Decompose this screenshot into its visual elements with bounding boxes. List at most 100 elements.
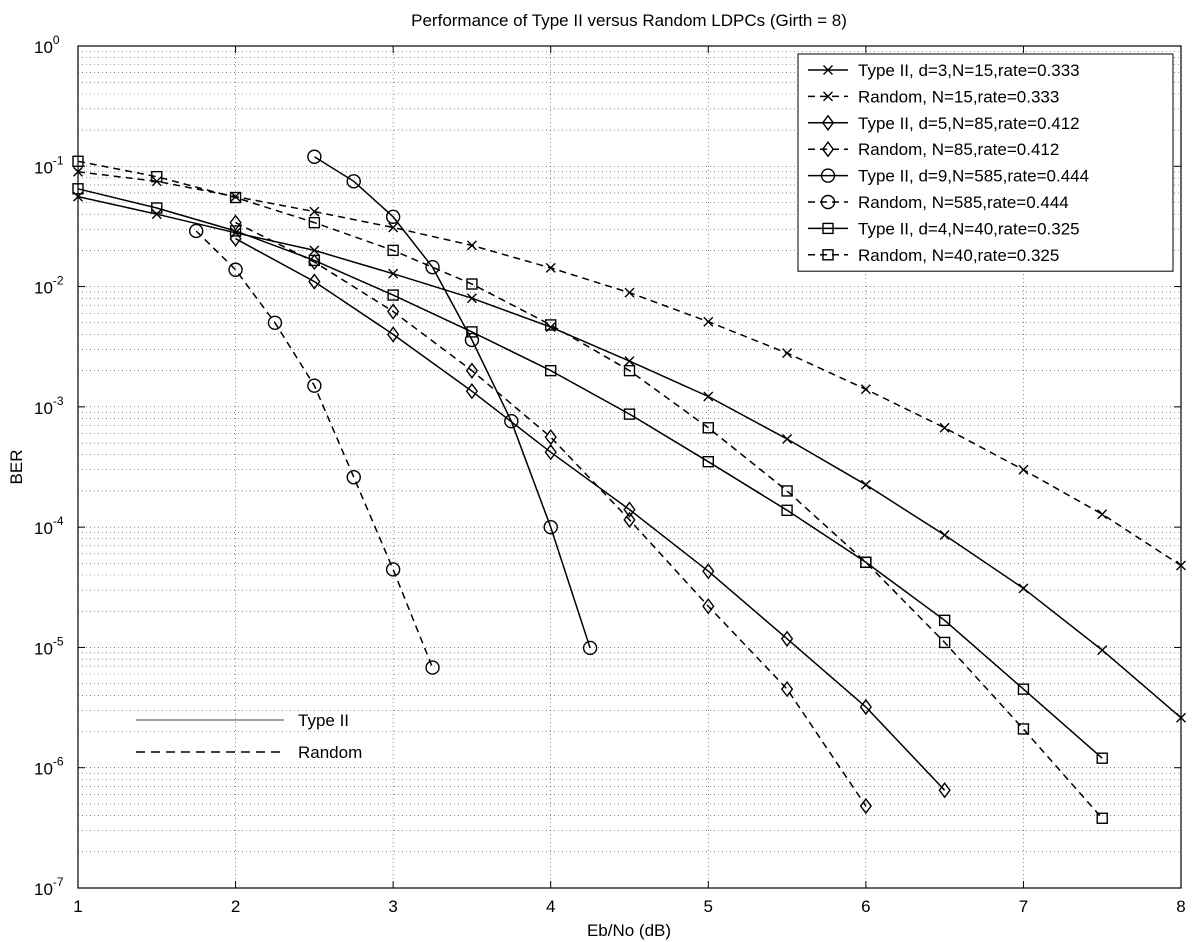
data-point-square xyxy=(545,319,557,331)
legend-label: Random, N=85,rate=0.412 xyxy=(858,140,1059,159)
series-4 xyxy=(229,214,872,815)
series-6 xyxy=(188,223,440,675)
series-7 xyxy=(72,183,1108,764)
x-tick-label: 4 xyxy=(546,897,555,916)
data-point-square xyxy=(545,364,557,377)
data-point-x xyxy=(939,530,950,541)
series-line xyxy=(195,230,434,668)
data-point-x xyxy=(1018,583,1029,594)
key-label: Type II xyxy=(298,711,349,730)
data-point-circle xyxy=(307,149,322,164)
series-line xyxy=(314,156,591,649)
data-point-square xyxy=(702,422,714,434)
legend-marker-square xyxy=(822,222,834,235)
legend-box xyxy=(797,53,1174,272)
data-point-diamond xyxy=(308,273,321,290)
legend-label: Type II, d=9,N=585,rate=0.444 xyxy=(858,167,1089,186)
data-point-square xyxy=(308,254,321,267)
data-point-square xyxy=(387,289,399,301)
data-point-diamond xyxy=(623,501,636,518)
data-point-square xyxy=(938,636,951,649)
legend-marker-diamond xyxy=(821,141,835,158)
legend-label: Type II, d=5,N=85,rate=0.412 xyxy=(858,114,1080,133)
line-style-key: Type II Random xyxy=(136,711,362,762)
legend-label: Random, N=15,rate=0.333 xyxy=(858,87,1059,106)
legend-marker-circle xyxy=(820,168,836,183)
x-tick-label: 2 xyxy=(231,897,240,916)
data-point-circle xyxy=(425,660,440,675)
data-point-square xyxy=(1096,752,1108,764)
data-point-diamond xyxy=(859,698,872,716)
legend-marker-circle xyxy=(820,194,836,210)
data-point-circle xyxy=(188,223,204,239)
data-point-x xyxy=(151,209,162,220)
data-point-square xyxy=(781,504,793,517)
data-point-x xyxy=(309,206,320,217)
data-point-circle xyxy=(582,640,598,656)
data-point-x xyxy=(782,434,793,445)
data-point-diamond xyxy=(544,444,557,461)
data-point-x xyxy=(860,479,871,490)
data-point-x xyxy=(466,240,477,251)
data-point-square xyxy=(860,556,872,569)
data-point-diamond xyxy=(387,326,400,343)
series-line xyxy=(235,221,867,807)
data-point-square xyxy=(938,614,951,627)
x-tick-label: 6 xyxy=(861,897,870,916)
legend-label: Random, N=40,rate=0.325 xyxy=(858,246,1059,265)
data-point-circle xyxy=(228,262,243,277)
data-point-square xyxy=(623,408,636,420)
data-point-x xyxy=(860,384,871,395)
data-point-circle xyxy=(543,519,558,535)
data-point-circle xyxy=(307,378,322,393)
data-point-square xyxy=(1017,723,1030,735)
data-point-square xyxy=(151,170,163,183)
series-3 xyxy=(229,230,951,799)
data-point-diamond xyxy=(465,362,479,379)
legend: Type II, d=3,N=15,rate=0.333 Random, N=15… xyxy=(797,53,1174,272)
data-point-diamond xyxy=(229,214,242,231)
data-point-x xyxy=(466,293,477,304)
x-tick-label: 8 xyxy=(1176,897,1185,916)
data-point-circle xyxy=(385,209,401,225)
chart-title: Performance of Type II versus Random LDP… xyxy=(411,11,847,30)
legend-label: Type II, d=3,N=15,rate=0.333 xyxy=(858,61,1080,80)
data-point-diamond xyxy=(623,511,636,529)
x-tick-label: 3 xyxy=(388,897,397,916)
data-point-square xyxy=(229,191,242,204)
data-point-square xyxy=(702,455,714,468)
x-tick-label: 5 xyxy=(704,897,713,916)
data-point-square xyxy=(229,225,242,237)
data-point-square xyxy=(1096,812,1108,824)
data-point-circle xyxy=(267,315,283,330)
legend-marker-square xyxy=(822,249,834,261)
data-point-square xyxy=(466,278,478,290)
data-point-diamond xyxy=(859,797,872,815)
legend-marker-x xyxy=(823,65,833,75)
data-point-x xyxy=(230,191,241,202)
y-axis-label: BER xyxy=(7,450,26,485)
data-point-diamond xyxy=(938,782,951,799)
data-point-x xyxy=(624,356,635,367)
data-point-diamond xyxy=(780,680,794,698)
data-point-circle xyxy=(425,259,440,275)
data-point-circle xyxy=(464,332,480,348)
data-point-x xyxy=(388,268,399,279)
x-tick-label: 7 xyxy=(1019,897,1028,916)
data-point-square xyxy=(387,244,399,257)
data-point-diamond xyxy=(544,428,557,446)
data-point-x xyxy=(388,222,399,233)
plot-frame xyxy=(77,45,1182,889)
plot-series xyxy=(72,149,1186,824)
data-point-diamond xyxy=(780,630,794,647)
data-point-diamond xyxy=(387,303,400,320)
series-line xyxy=(235,238,946,791)
legend-label: Type II, d=4,N=40,rate=0.325 xyxy=(858,219,1080,238)
key-label: Random xyxy=(298,743,362,762)
legend-marker-x xyxy=(823,91,833,102)
data-point-diamond xyxy=(702,563,715,580)
data-point-circle xyxy=(346,174,361,189)
legend-label: Random, N=585,rate=0.444 xyxy=(858,193,1069,212)
data-point-x xyxy=(624,287,635,298)
data-point-square xyxy=(1017,683,1030,695)
